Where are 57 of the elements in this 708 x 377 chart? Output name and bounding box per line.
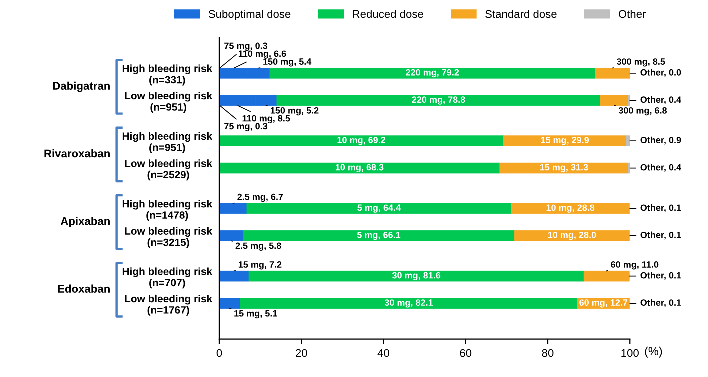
x-axis-title: (%) [645,346,662,358]
data-label: Other, 0.1 [640,299,682,308]
data-label: 220 mg, 78.8 [412,96,466,105]
data-label: 300 mg, 6.8 [618,107,668,116]
x-tick-label: 40 [378,349,390,358]
data-label: 2.5 mg, 6.7 [238,194,284,202]
data-label: 2.5 mg, 5.8 [236,242,282,251]
data-label: 5 mg, 66.1 [357,232,401,240]
x-tick-label: 60 [460,349,472,358]
y-tick-label: Low bleeding risk (n=1767) [125,294,213,316]
data-label: 110 mg, 8.5 [242,115,290,124]
data-label: Other, 0.9 [640,136,682,145]
data-label: 150 mg, 5.2 [270,107,319,116]
data-label: 15 mg, 31.3 [540,164,588,173]
y-tick-label: High bleeding risk (n=707) [122,268,213,289]
data-label: Other, 0.4 [640,164,682,172]
y-tick-label: High bleeding risk (n=1478) [122,200,213,222]
data-label: 30 mg, 82.1 [384,300,434,308]
x-tick-label: 20 [296,349,308,358]
data-label: 150 mg, 5.4 [264,58,312,67]
x-tick-label: 0 [216,349,222,358]
data-label: 75 mg, 0.3 [224,123,268,132]
y-tick-label: High bleeding risk (n=951) [122,132,213,154]
legend-label: Reduced dose [353,10,424,18]
data-label: 5 mg, 64.4 [358,204,401,213]
data-label: 10 mg, 28.8 [546,204,595,213]
data-label: 220 mg, 79.2 [406,69,460,78]
text: Edoxaban [58,284,110,293]
data-label: 60 mg, 12.7 [580,300,628,308]
data-label: 60 mg, 11.0 [611,262,659,270]
data-label: Other, 0.1 [640,232,682,240]
text: Dabigatran [53,82,110,92]
text: Rivaroxaban [44,149,110,158]
data-label: 10 mg, 28.0 [548,232,596,240]
legend-label: Other [618,10,646,18]
legend-label: Standard dose [486,10,557,18]
data-label: Other, 0.4 [640,96,682,104]
data-label: 15 mg, 7.2 [238,262,282,270]
data-label: 15 mg, 29.9 [541,137,590,146]
data-label: 10 mg, 69.2 [338,137,386,146]
data-label: 75 mg, 0.3 [224,42,268,52]
y-tick-label: Low bleeding risk (n=3215) [125,227,213,248]
data-label: 300 mg, 8.5 [616,58,666,67]
data-label: 15 mg, 5.1 [234,310,278,319]
data-label: 10 mg, 68.3 [336,164,384,173]
data-label: Other, 0.1 [640,272,682,280]
y-tick-label: Low bleeding risk (n=2529) [125,160,213,181]
data-label: 30 mg, 81.6 [392,272,441,281]
text: Apixaban [60,217,110,228]
legend-label: Suboptimal dose [208,10,291,20]
x-tick-label: 80 [542,349,554,358]
data-label: Other, 0.1 [640,204,682,212]
y-tick-label: Low bleeding risk (n=951) [125,92,213,113]
data-label: 110 mg, 6.6 [238,50,286,59]
x-tick-label: 100 [622,349,639,358]
data-label: Other, 0.0 [640,69,682,78]
y-tick-label: High bleeding risk (n=331) [122,64,213,86]
